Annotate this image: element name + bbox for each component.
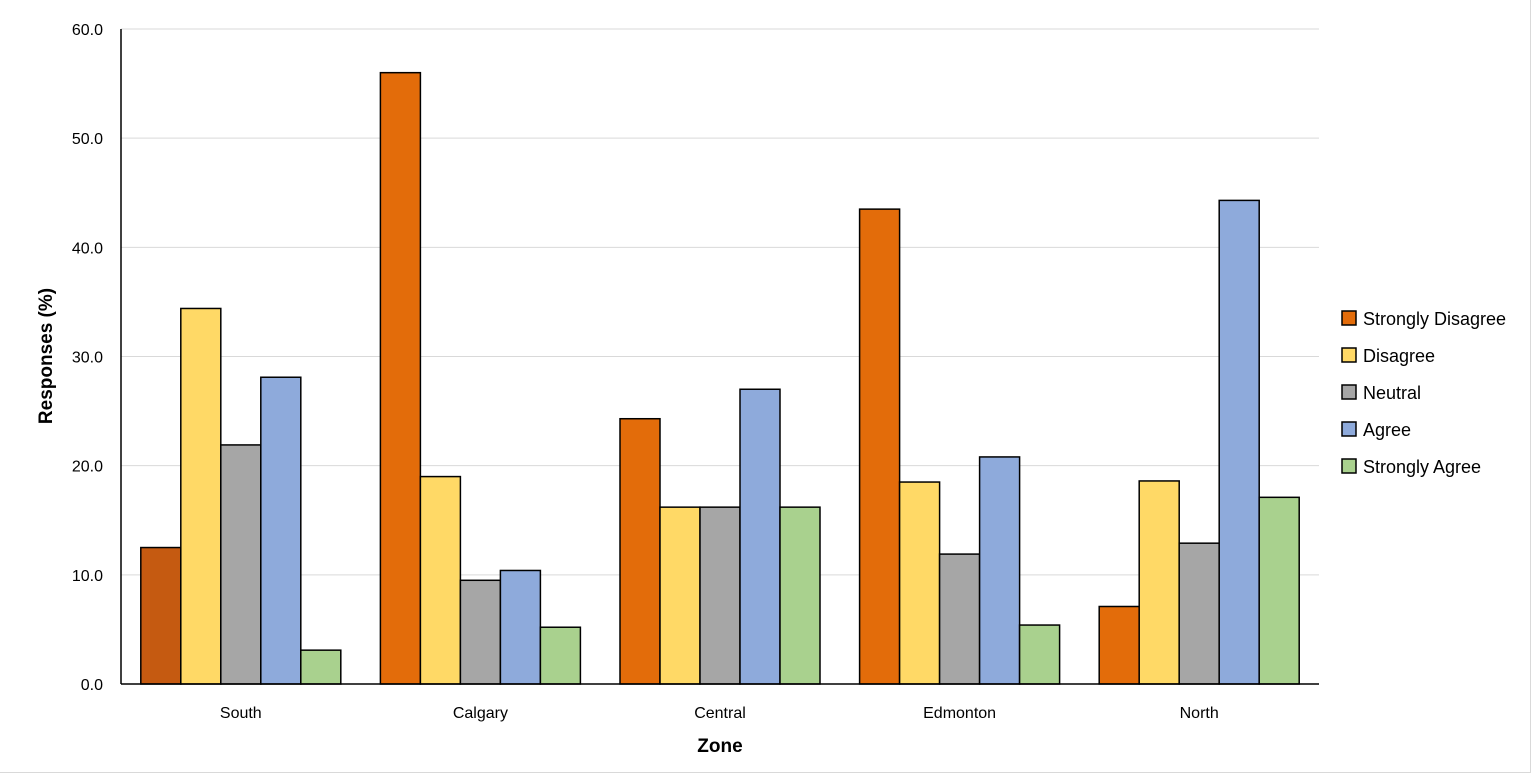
legend-label: Agree (1363, 420, 1411, 440)
legend-swatch (1341, 384, 1357, 400)
bar (379, 71, 422, 685)
bar (699, 506, 741, 685)
legend: Strongly Disagree Disagree Neutral Agree Str… (1341, 309, 1506, 477)
y-tick-label: 10.0 (72, 568, 103, 585)
bar (659, 506, 701, 685)
bar (1018, 624, 1061, 685)
bar (419, 475, 462, 685)
y-tick-label: 60.0 (72, 22, 103, 39)
y-axis-title: Responses (%) (36, 288, 57, 424)
bar (1098, 605, 1140, 685)
legend-label: Strongly Disagree (1363, 309, 1506, 329)
bars (140, 71, 1300, 685)
y-tick-label: 40.0 (72, 240, 103, 257)
bar (978, 456, 1021, 685)
bar (300, 649, 342, 685)
y-tick-label: 20.0 (72, 459, 103, 476)
y-tick-label: 50.0 (72, 131, 103, 148)
axes: 0.0 10.0 20.0 30.0 40.0 50.0 60.0 South Calgary C… (72, 22, 1319, 722)
bar (180, 307, 222, 685)
bar (539, 626, 582, 685)
x-axis-title: Zone (697, 736, 742, 757)
bar (1178, 542, 1220, 685)
bar (220, 444, 262, 685)
bar (499, 569, 542, 685)
y-tick-label: 0.0 (81, 677, 103, 694)
legend-label: Disagree (1363, 346, 1435, 366)
y-tick-label: 30.0 (72, 350, 103, 367)
x-tick-label: South (220, 705, 262, 722)
legend-swatch (1341, 347, 1357, 363)
bar (739, 388, 781, 685)
bar (858, 208, 901, 685)
bar (459, 579, 502, 685)
bar (260, 376, 302, 685)
bar (898, 481, 941, 685)
bar (619, 417, 661, 685)
legend-swatch (1341, 310, 1357, 326)
bar (938, 553, 981, 685)
legend-swatch (1341, 458, 1357, 474)
bar (779, 506, 821, 685)
x-tick-label: Edmonton (923, 705, 996, 722)
legend-label: Strongly Agree (1363, 457, 1481, 477)
bar (140, 546, 182, 685)
x-tick-label: North (1180, 705, 1219, 722)
legend-label: Neutral (1363, 383, 1421, 403)
bar (1218, 199, 1260, 685)
bar (1258, 496, 1300, 685)
x-tick-label: Calgary (453, 705, 508, 722)
legend-swatch (1341, 421, 1357, 437)
x-tick-label: Central (694, 705, 746, 722)
bar (1138, 480, 1180, 685)
